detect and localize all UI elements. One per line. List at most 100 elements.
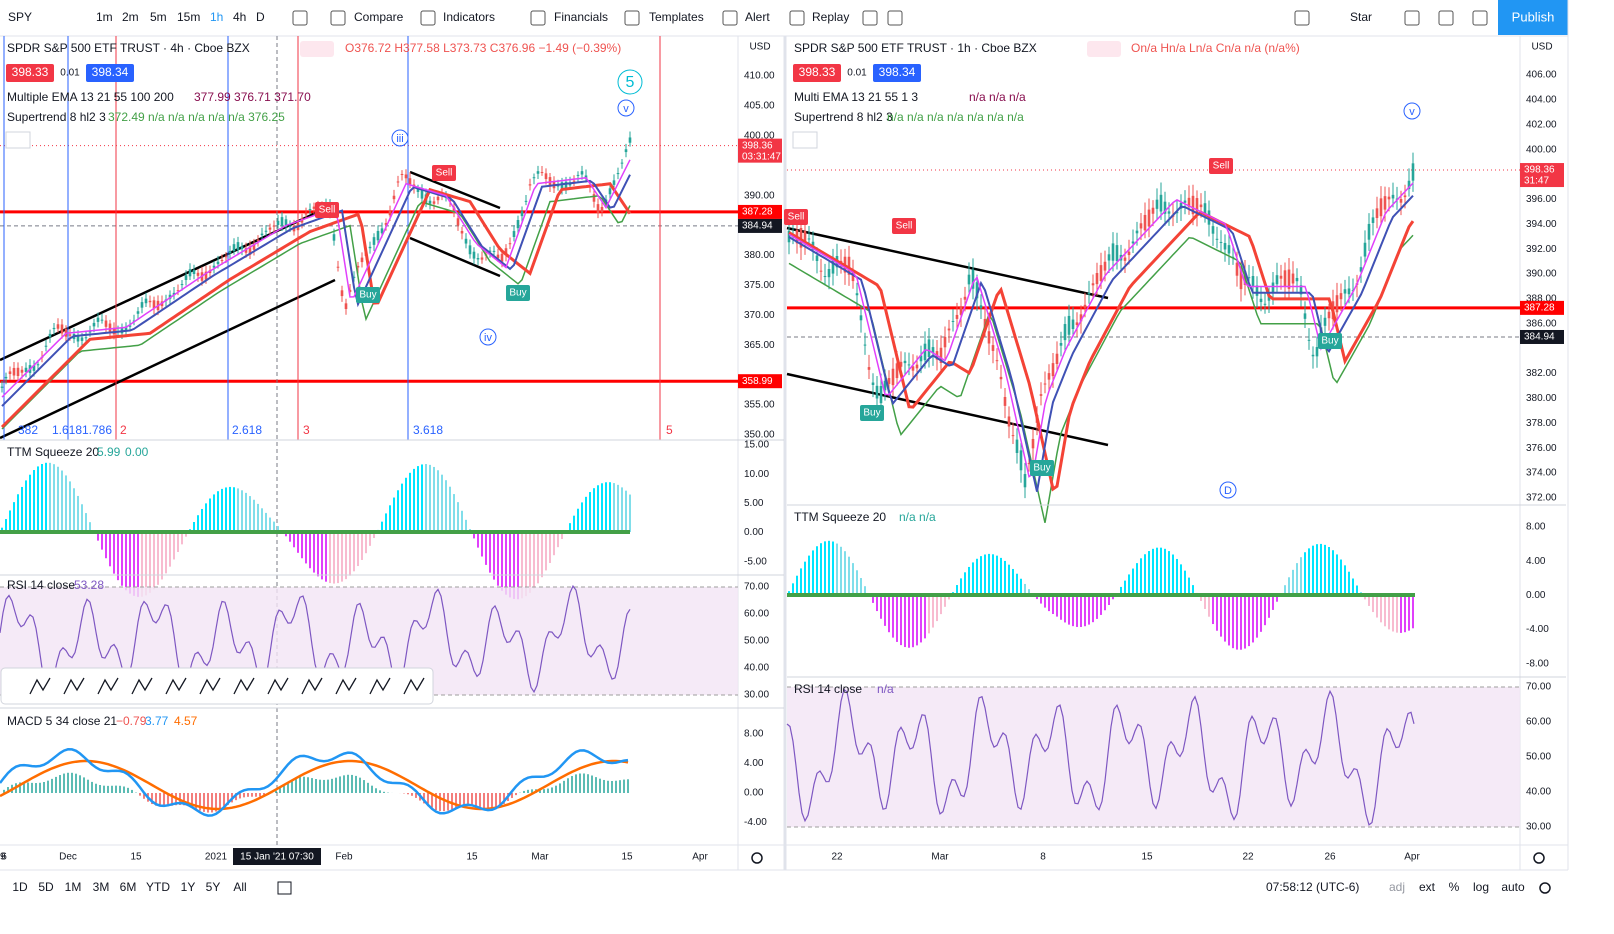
range-button[interactable]: 6M [120, 880, 137, 894]
legend-toggle[interactable] [300, 41, 334, 57]
toolbar-icon[interactable] [1472, 10, 1488, 26]
collapse-button[interactable] [5, 131, 31, 149]
signal-label: Sell [1213, 161, 1230, 172]
toolbar-icon[interactable] [530, 10, 546, 26]
candle-body [24, 367, 28, 373]
time-tick-label: 22 [831, 852, 843, 863]
candle-body [68, 334, 72, 336]
price-tick-label: 402.00 [1526, 119, 1557, 130]
publish-button-bg[interactable] [1498, 0, 1568, 35]
price-tag-label: 398.36 [742, 140, 773, 151]
interval-button[interactable]: 5m [150, 10, 167, 24]
range-button[interactable]: 1M [65, 880, 82, 894]
toolbar-icon[interactable] [330, 10, 346, 26]
drawing-tool[interactable] [335, 677, 357, 695]
symbol[interactable]: SPY [8, 10, 32, 24]
interval-button[interactable]: 2m [122, 10, 139, 24]
toolbar-button[interactable]: Templates [649, 10, 704, 24]
toolbar-icon[interactable] [1294, 10, 1310, 26]
toolbar-icon[interactable] [1404, 10, 1420, 26]
candle-body [520, 211, 524, 217]
candle-body [172, 292, 176, 296]
candle-body [540, 172, 544, 174]
time-tick-label: 15 [130, 852, 142, 863]
scale-option[interactable]: auto [1501, 880, 1525, 894]
scale-option[interactable]: adj [1389, 880, 1405, 894]
drawing-tool[interactable] [165, 677, 187, 695]
toolbar-icon[interactable] [1438, 10, 1454, 26]
toolbar-button[interactable]: Alert [745, 10, 770, 24]
drawing-tool[interactable] [29, 677, 51, 695]
candle-body [112, 327, 116, 335]
wave-circle [1403, 102, 1421, 120]
indicator-tick-label: 60.00 [744, 609, 769, 620]
range-button[interactable]: 3M [93, 880, 110, 894]
drawing-tool[interactable] [97, 677, 119, 695]
price-tick-label: 350.00 [744, 430, 775, 441]
candle-body [1155, 199, 1159, 209]
toolbar-button[interactable]: Financials [554, 10, 608, 24]
date-range-icon[interactable] [277, 881, 292, 895]
scale-option[interactable]: % [1449, 880, 1460, 894]
price-tick-label: 386.00 [1526, 318, 1557, 329]
scale-option[interactable]: ext [1419, 880, 1436, 894]
drawing-tool[interactable] [267, 677, 289, 695]
candle-body [80, 337, 84, 341]
toolbar-icon[interactable] [789, 10, 805, 26]
wave-circle [617, 69, 643, 95]
toolbar-icon[interactable] [887, 10, 903, 26]
drawing-tool[interactable] [63, 677, 85, 695]
candle-body [20, 369, 24, 373]
publish-button[interactable]: Publish [1512, 9, 1555, 24]
time-tick-label: Mar [931, 852, 949, 863]
candle-body [1159, 194, 1163, 212]
ask-box [873, 64, 921, 82]
candle-body [556, 185, 560, 187]
drawing-tool[interactable] [233, 677, 255, 695]
collapse-button[interactable] [792, 131, 818, 149]
toolbar-icon[interactable] [862, 10, 878, 26]
legend-toggle[interactable] [1087, 41, 1121, 57]
range-button[interactable]: All [233, 880, 246, 894]
drawing-tool[interactable] [403, 677, 425, 695]
settings-icon[interactable] [1539, 882, 1551, 894]
interval-button[interactable]: 4h [233, 10, 246, 24]
drawing-tool[interactable] [301, 677, 323, 695]
drawing-tool[interactable] [199, 677, 221, 695]
range-button[interactable]: YTD [146, 880, 170, 894]
candle-body [260, 233, 264, 236]
range-button[interactable]: 1D [12, 880, 28, 894]
candle-body [56, 324, 60, 329]
signal-box [892, 218, 916, 234]
range-button[interactable]: 1Y [181, 880, 196, 894]
fib-label: 2.618 [232, 423, 262, 437]
interval-button[interactable]: 1h [210, 10, 223, 24]
scale-option[interactable]: log [1473, 880, 1489, 894]
toolbar-icon[interactable] [722, 10, 738, 26]
candle-body [815, 255, 819, 262]
signal-label: Buy [1321, 336, 1338, 347]
candle-body [1323, 317, 1327, 326]
interval-button[interactable]: 15m [177, 10, 200, 24]
interval-button[interactable]: 1m [96, 10, 113, 24]
rsi-line [0, 584, 631, 694]
toolbar-button[interactable]: Compare [354, 10, 404, 24]
layout-name[interactable]: Star [1350, 10, 1372, 24]
range-button[interactable]: 5D [38, 880, 54, 894]
drawing-tool[interactable] [369, 677, 391, 695]
settings-icon[interactable] [751, 852, 763, 864]
settings-icon[interactable] [1533, 852, 1545, 864]
indicator-name: Multi EMA 13 21 55 1 3 [794, 90, 918, 104]
toolbar-button[interactable]: Replay [812, 10, 849, 24]
candle-body [124, 326, 128, 332]
candle-body [580, 171, 584, 175]
toolbar-icon[interactable] [624, 10, 640, 26]
toolbar-icon[interactable] [292, 10, 308, 26]
range-button[interactable]: 5Y [206, 880, 221, 894]
interval-button[interactable]: D [256, 10, 265, 24]
drawing-tool[interactable] [131, 677, 153, 695]
chart-title: SPDR S&P 500 ETF TRUST · 1h · Cboe BZX [794, 41, 1037, 55]
toolbar-button[interactable]: Indicators [443, 10, 495, 24]
candle-body [995, 360, 999, 362]
toolbar-icon[interactable] [420, 10, 436, 26]
